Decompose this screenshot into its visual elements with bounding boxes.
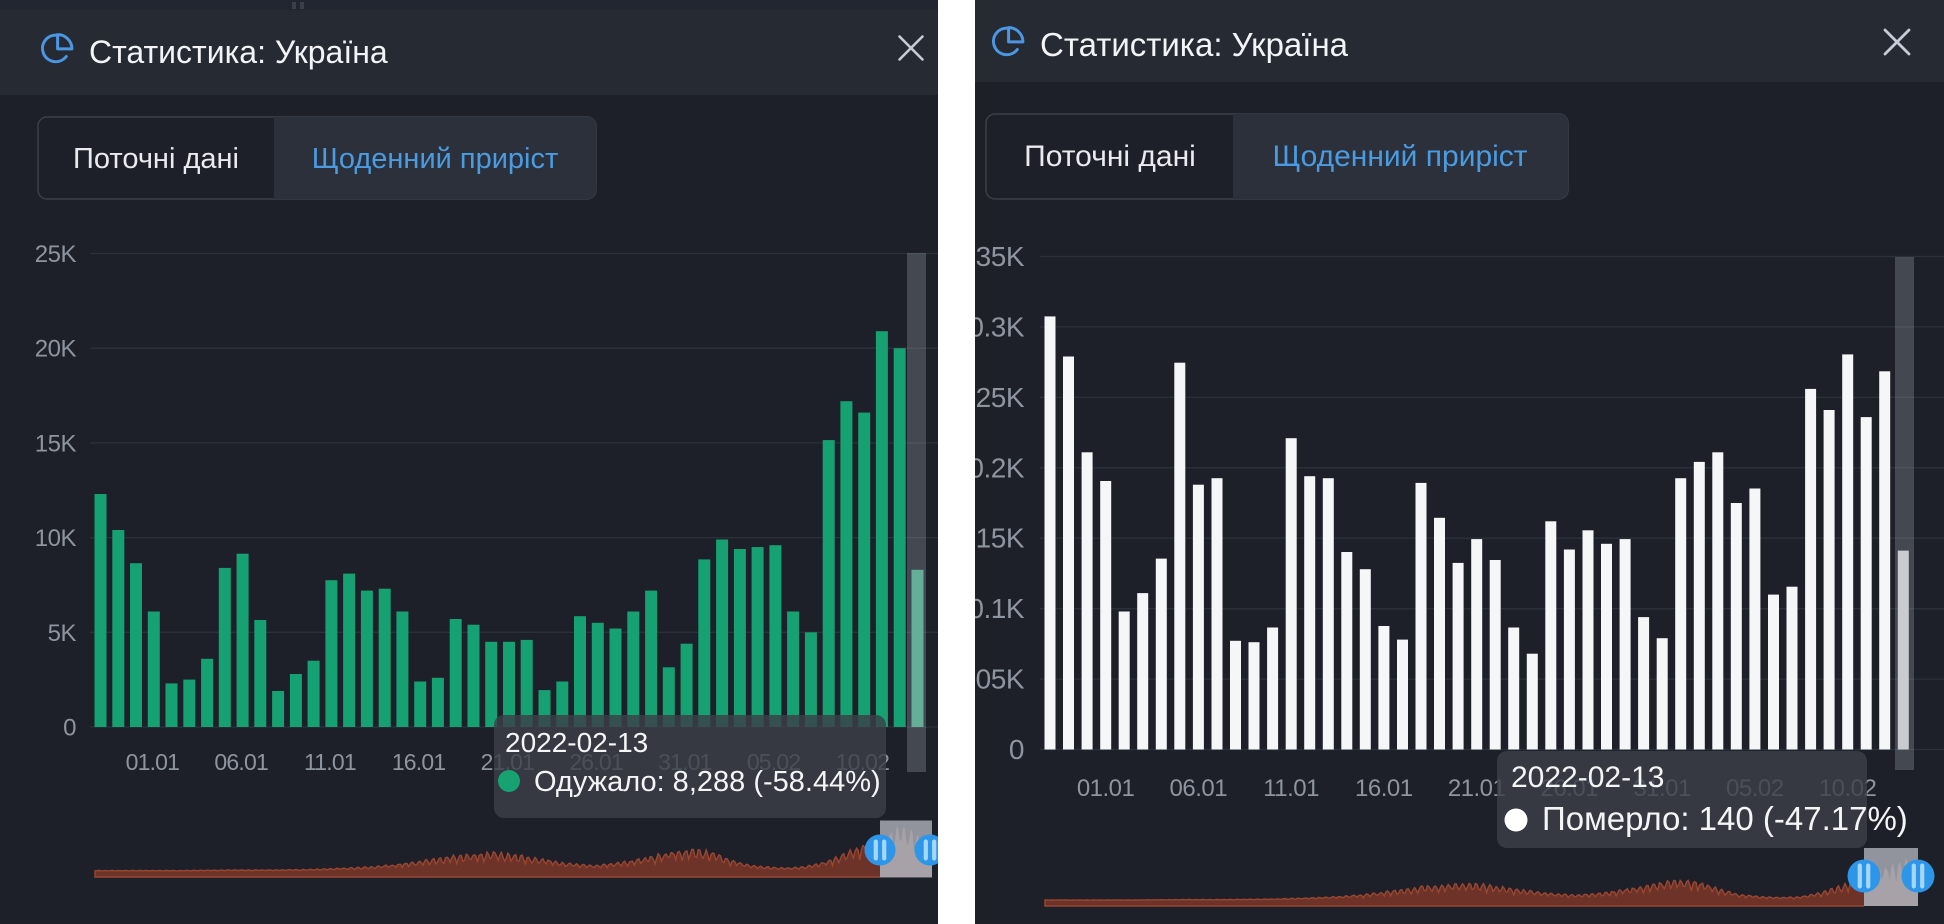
svg-text:0.15K: 0.15K xyxy=(953,523,1024,554)
svg-text:Одужало: 8,288 (-58.44%): Одужало: 8,288 (-58.44%) xyxy=(534,766,881,798)
svg-text:0.2K: 0.2K xyxy=(968,452,1024,483)
svg-text:25K: 25K xyxy=(35,241,77,268)
svg-text:Померло: 140 (-47.17%): Померло: 140 (-47.17%) xyxy=(1542,800,1908,837)
svg-text:2022-02-13: 2022-02-13 xyxy=(505,727,648,758)
svg-text:5K: 5K xyxy=(48,620,77,647)
svg-text:11.01: 11.01 xyxy=(1263,775,1319,802)
svg-text:06.01: 06.01 xyxy=(1170,775,1228,802)
svg-text:06.01: 06.01 xyxy=(214,749,268,775)
svg-text:0.25K: 0.25K xyxy=(953,382,1024,413)
svg-text:10K: 10K xyxy=(35,525,77,552)
svg-text:15K: 15K xyxy=(35,430,77,457)
svg-text:Поточні дані: Поточні дані xyxy=(73,143,239,175)
svg-text:Статистика: Україна: Статистика: Україна xyxy=(1040,26,1349,63)
svg-text:2022-02-13: 2022-02-13 xyxy=(1511,761,1664,794)
svg-text:Поточні дані: Поточні дані xyxy=(1024,140,1196,173)
svg-text:0.05K: 0.05K xyxy=(953,664,1024,695)
svg-text:0.1K: 0.1K xyxy=(968,593,1024,624)
svg-text:01.01: 01.01 xyxy=(1077,775,1135,802)
svg-text:21.01: 21.01 xyxy=(1448,775,1506,802)
svg-text:20K: 20K xyxy=(35,336,77,363)
svg-text:Статистика: Україна: Статистика: Україна xyxy=(89,34,388,70)
svg-text:0.35K: 0.35K xyxy=(953,241,1024,272)
svg-text:Щоденний приріст: Щоденний приріст xyxy=(312,143,559,175)
svg-text:16.01: 16.01 xyxy=(1355,775,1413,802)
svg-text:0.3K: 0.3K xyxy=(968,311,1024,342)
svg-text:0: 0 xyxy=(63,715,76,742)
svg-text:0: 0 xyxy=(1009,734,1024,765)
svg-text:01.01: 01.01 xyxy=(126,749,180,775)
svg-text:16.01: 16.01 xyxy=(392,749,446,775)
svg-text:Щоденний приріст: Щоденний приріст xyxy=(1272,140,1527,173)
svg-text:11.01: 11.01 xyxy=(304,749,356,775)
